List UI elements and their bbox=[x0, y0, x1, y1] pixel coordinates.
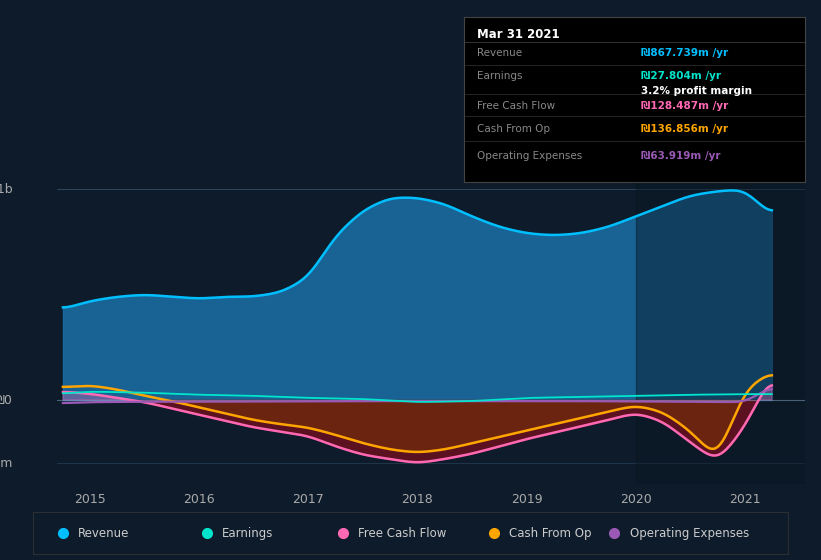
Text: Cash From Op: Cash From Op bbox=[509, 527, 591, 540]
Text: Revenue: Revenue bbox=[78, 527, 130, 540]
Text: ₪867.739m /yr: ₪867.739m /yr bbox=[641, 48, 728, 58]
Text: Earnings: Earnings bbox=[478, 71, 523, 81]
Text: Cash From Op: Cash From Op bbox=[478, 124, 551, 134]
Text: ₪0: ₪0 bbox=[0, 394, 12, 407]
Text: 3.2% profit margin: 3.2% profit margin bbox=[641, 86, 752, 96]
Text: ₪63.919m /yr: ₪63.919m /yr bbox=[641, 151, 721, 161]
Text: Operating Expenses: Operating Expenses bbox=[630, 527, 749, 540]
Text: -₪300m: -₪300m bbox=[0, 457, 12, 470]
Text: ₪136.856m /yr: ₪136.856m /yr bbox=[641, 124, 728, 134]
Bar bbox=[635, 168, 805, 484]
Text: Mar 31 2021: Mar 31 2021 bbox=[478, 29, 560, 41]
Text: Revenue: Revenue bbox=[478, 48, 523, 58]
Text: Free Cash Flow: Free Cash Flow bbox=[478, 101, 556, 111]
Text: ₪128.487m /yr: ₪128.487m /yr bbox=[641, 101, 728, 111]
Text: ₪1b: ₪1b bbox=[0, 183, 12, 195]
Text: Operating Expenses: Operating Expenses bbox=[478, 151, 583, 161]
Text: Free Cash Flow: Free Cash Flow bbox=[358, 527, 446, 540]
Text: Earnings: Earnings bbox=[222, 527, 273, 540]
Text: ₪27.804m /yr: ₪27.804m /yr bbox=[641, 71, 721, 81]
